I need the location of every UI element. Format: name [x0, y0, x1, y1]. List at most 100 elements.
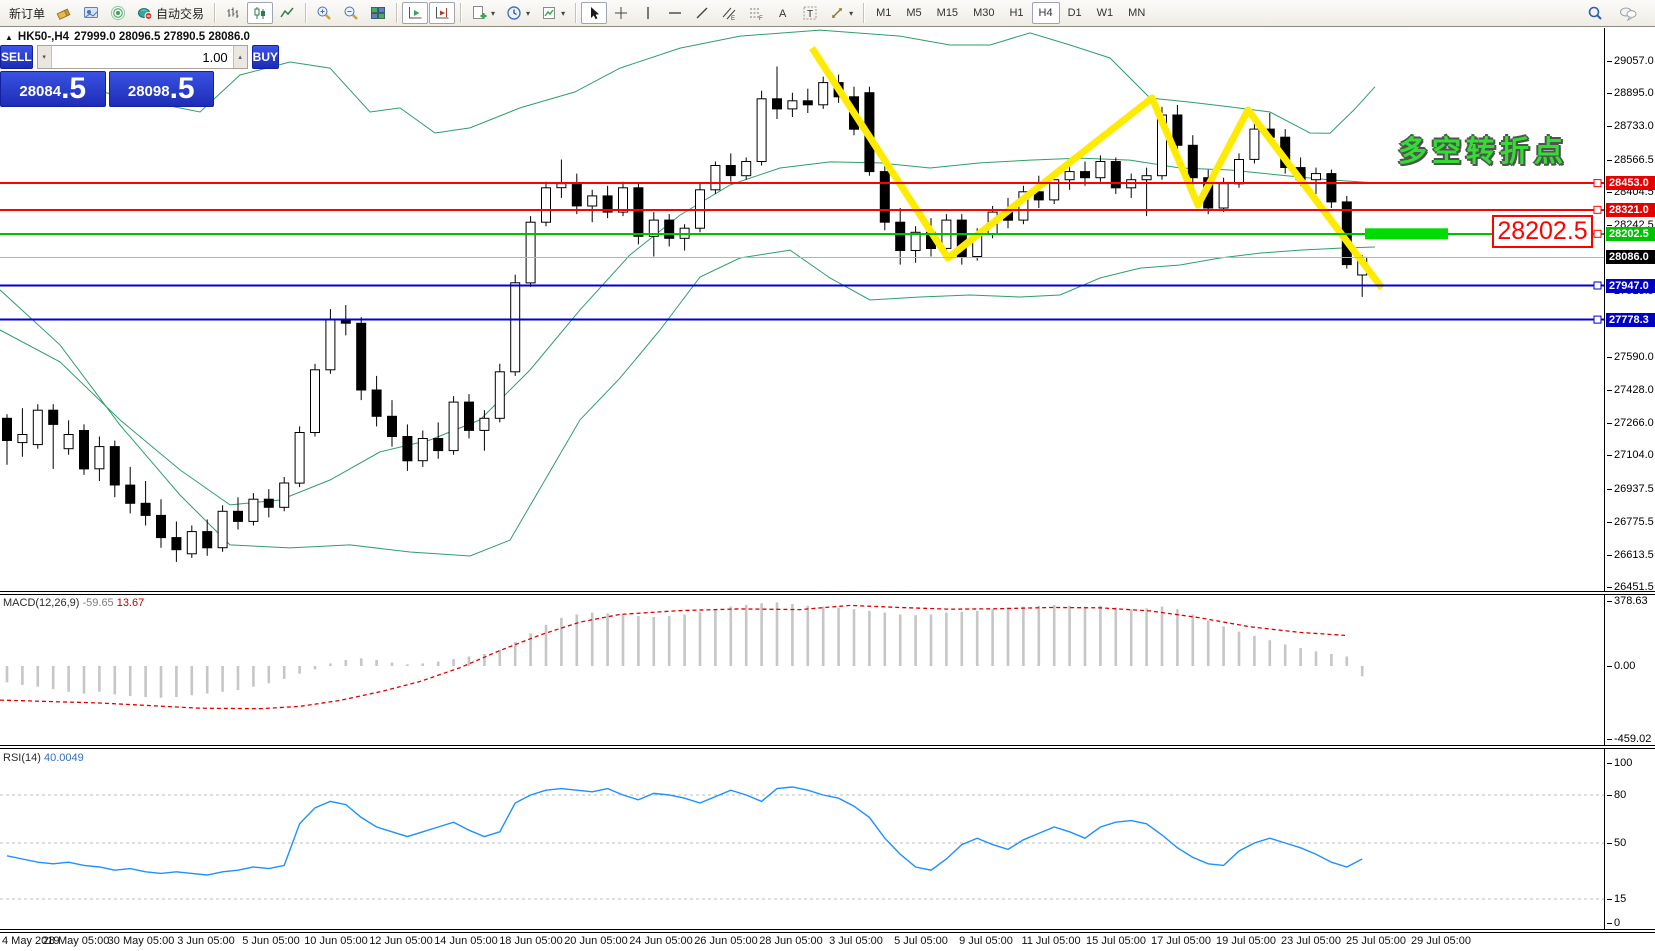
date-tick: 5 Jul 05:00: [894, 935, 948, 947]
date-axis[interactable]: 4 May 2019 28 May 05:00 30 May 05:00 3 Jun …: [0, 933, 1655, 951]
timeframe-d1[interactable]: D1: [1067, 7, 1082, 19]
price-axis[interactable]: 29057.0 28895.0 28733.0 28566.5 28404.5 28242…: [1605, 28, 1655, 594]
panel-separator[interactable]: [0, 745, 1655, 749]
crosshair-button[interactable]: [608, 2, 634, 24]
svg-text:E: E: [731, 16, 735, 21]
timeframe-mn[interactable]: MN: [1128, 7, 1146, 19]
macd-panel[interactable]: [0, 595, 1604, 750]
candle-chart-button[interactable]: [247, 2, 274, 24]
bar-chart-button[interactable]: [220, 2, 246, 24]
chevron-down-icon: ▾: [849, 8, 854, 18]
candles-icon: [252, 5, 268, 21]
volume-increase-button[interactable]: ▴: [232, 46, 247, 68]
textT-icon: T: [802, 5, 818, 21]
rsi-tick: 100: [1606, 756, 1633, 769]
toolbar-separator: [396, 3, 398, 23]
auto-scroll-button[interactable]: [402, 2, 429, 24]
text-label-button[interactable]: T: [797, 2, 823, 24]
timeframe-h4[interactable]: H4: [1031, 2, 1060, 24]
date-tick: 11 Jul 05:00: [1021, 935, 1081, 947]
chevron-down-icon: ▾: [491, 8, 496, 18]
date-tick: 28 May 05:00: [42, 935, 110, 947]
macd-tick: 0.00: [1606, 659, 1636, 672]
metaeditor-button[interactable]: [78, 2, 104, 24]
ask-price[interactable]: 28098 .5: [108, 71, 214, 107]
line-chart-button[interactable]: [274, 2, 300, 24]
price-tick: 27428.0: [1607, 383, 1654, 396]
new-order-button[interactable]: 新订单: [4, 2, 50, 24]
ohlc-values: 27999.0 28096.5 27890.5 28086.0: [74, 31, 250, 43]
bollinger-lower: [0, 246, 1376, 557]
date-tick: 3 Jun 05:00: [177, 935, 235, 947]
tile-windows-button[interactable]: [365, 2, 391, 24]
trendline-button[interactable]: [689, 2, 715, 24]
timeframe-m1[interactable]: M1: [876, 7, 892, 19]
clock-icon: [506, 5, 522, 21]
text-button[interactable]: A: [770, 2, 796, 24]
volume-decrease-button[interactable]: ▾: [37, 46, 52, 68]
chart-shift-button[interactable]: [429, 2, 456, 24]
autotrade-label: 自动交易: [156, 6, 205, 21]
zoom-out-button[interactable]: [338, 2, 364, 24]
volume-input[interactable]: [51, 46, 233, 68]
price-badge: 28453.0: [1606, 176, 1655, 191]
rsi-value: 40.0049: [43, 752, 84, 764]
channel-button[interactable]: E: [716, 2, 742, 24]
textA-icon: A: [775, 5, 791, 21]
price-tick: 27590.0: [1607, 351, 1654, 364]
date-tick: 9 Jul 05:00: [959, 935, 1013, 947]
cursor-button[interactable]: [581, 2, 608, 24]
timeframe-w1[interactable]: W1: [1096, 7, 1114, 19]
vertical-line-button[interactable]: [635, 2, 661, 24]
price-badge: 28086.0: [1606, 250, 1655, 265]
date-tick: 23 Jul 05:00: [1281, 935, 1341, 947]
date-tick: 18 Jun 05:00: [499, 935, 563, 947]
ask-main: 28098: [127, 83, 170, 100]
periods-button[interactable]: ▾: [501, 2, 535, 24]
panel-separator[interactable]: [0, 591, 1655, 595]
autotrade-button[interactable]: 自动交易: [132, 2, 209, 24]
timeframe-m30[interactable]: M30: [973, 7, 995, 19]
signals-button[interactable]: [105, 2, 131, 24]
date-tick: 29 Jul 05:00: [1411, 935, 1471, 947]
axis-border: [1604, 28, 1605, 933]
symbol-marker-icon: ▲: [5, 32, 13, 42]
eraser-button[interactable]: [51, 2, 77, 24]
linechart-icon: [279, 5, 295, 21]
timeframe-m15[interactable]: M15: [936, 7, 959, 19]
timeframe-m5[interactable]: M5: [906, 7, 922, 19]
toolbar-separator: [305, 3, 307, 23]
highlight-bar: [1365, 228, 1448, 240]
buy-button[interactable]: BUY: [251, 45, 280, 69]
main-chart[interactable]: [0, 28, 1604, 596]
chat-button[interactable]: [1614, 2, 1643, 24]
panel-separator[interactable]: [0, 929, 1655, 933]
rsi-tick: 50: [1606, 836, 1627, 849]
templates-button[interactable]: ▾: [536, 2, 570, 24]
price-tick: 27104.0: [1607, 449, 1654, 462]
price-tick: 26451.5: [1607, 581, 1654, 594]
price-tick: 28733.0: [1607, 120, 1654, 132]
date-tick: 4 May 2019: [2, 935, 60, 947]
rsi-panel[interactable]: [0, 750, 1604, 934]
fibonacci-button[interactable]: F: [743, 2, 769, 24]
chart-title: ▲ HK50-,H4 27999.0 28096.5 27890.5 28086…: [5, 31, 250, 43]
arrows-button[interactable]: ▾: [824, 2, 858, 24]
macd-main-value: -59.65: [82, 597, 114, 609]
horizontal-line-button[interactable]: [662, 2, 688, 24]
price-tick: 26613.5: [1607, 548, 1654, 561]
date-tick: 28 Jun 05:00: [759, 935, 823, 947]
macd-signal-line: [0, 604, 1346, 710]
bollinger-upper: [0, 29, 1376, 134]
search-button[interactable]: [1582, 2, 1608, 24]
sell-button[interactable]: SELL: [0, 45, 33, 69]
new-chart-button[interactable]: ▾: [466, 2, 500, 24]
macd-tick: 378.63: [1607, 595, 1648, 607]
rsi-label: RSI(14) 40.0049: [3, 752, 84, 764]
price-level-callout[interactable]: 28202.5: [1492, 215, 1593, 248]
date-tick: 30 May 05:00: [107, 935, 175, 947]
zoom-in-button[interactable]: [311, 2, 337, 24]
bid-price[interactable]: 28084 .5: [0, 71, 106, 107]
timeframe-h1[interactable]: H1: [1009, 7, 1024, 19]
